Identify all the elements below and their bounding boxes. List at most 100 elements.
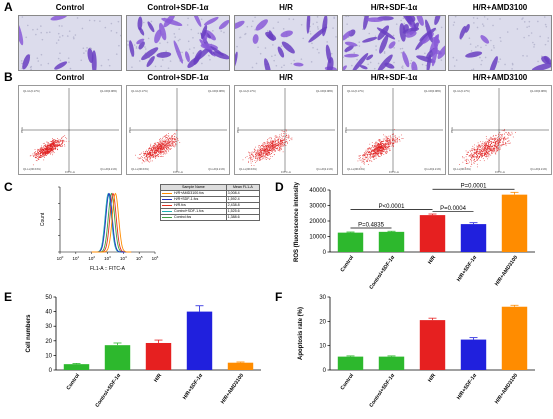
- event-dot: [481, 150, 482, 152]
- event-dot: [157, 149, 159, 151]
- event-dot: [370, 153, 372, 155]
- migrated-cell: [379, 34, 389, 54]
- flow-plot-control-svg: Q1-UL(0.17%) Q1-UR(0.98%)Q1-LL(96.64%) Q1-…: [20, 88, 119, 174]
- event-dot: [52, 154, 53, 156]
- event-dot: [39, 157, 41, 158]
- event-dot: [48, 145, 49, 147]
- pore-dot: [526, 55, 528, 57]
- event-dot: [46, 147, 47, 149]
- event-dot: [253, 151, 255, 153]
- event-dot: [379, 147, 381, 149]
- event-dot: [502, 144, 504, 146]
- event-dot: [155, 149, 157, 151]
- event-dot: [477, 151, 478, 153]
- event-dot: [158, 145, 160, 146]
- pore-dot: [68, 30, 71, 32]
- event-dot: [489, 141, 491, 143]
- event-dot: [361, 161, 363, 163]
- event-dot: [151, 151, 153, 153]
- event-dot: [378, 139, 380, 141]
- pore-dot: [316, 21, 318, 24]
- event-dot: [288, 135, 290, 137]
- event-dot: [393, 138, 395, 140]
- event-dot: [484, 144, 486, 146]
- pore-dot: [401, 65, 404, 67]
- event-dot: [401, 138, 403, 139]
- event-dot: [495, 150, 497, 151]
- event-dot: [142, 159, 143, 161]
- event-dot: [63, 135, 64, 137]
- event-dot: [262, 145, 264, 147]
- event-dot: [291, 139, 293, 141]
- event-dot: [471, 159, 473, 161]
- event-dot: [473, 155, 475, 157]
- event-dot: [373, 149, 374, 151]
- event-dot: [169, 145, 171, 147]
- event-dot: [281, 140, 283, 142]
- event-dot: [255, 153, 256, 155]
- event-dot: [264, 145, 266, 147]
- event-dot: [478, 153, 480, 155]
- event-dot: [370, 158, 371, 159]
- event-dot: [268, 154, 270, 156]
- event-dot: [66, 138, 68, 140]
- pore-dot: [476, 26, 479, 29]
- event-dot: [264, 158, 266, 160]
- event-dot: [488, 149, 490, 150]
- pore-dot: [282, 28, 285, 30]
- event-dot: [252, 159, 253, 161]
- event-dot: [497, 148, 499, 150]
- event-dot: [492, 152, 493, 154]
- pore-dot: [493, 46, 495, 49]
- event-dot: [147, 158, 149, 160]
- pore-dot: [333, 16, 335, 19]
- pore-dot: [107, 58, 110, 61]
- event-dot: [169, 137, 170, 139]
- event-dot: [470, 154, 472, 156]
- x-tick-label: 106: [152, 255, 159, 261]
- event-dot: [37, 152, 39, 154]
- pore-dot: [367, 63, 369, 66]
- event-dot: [163, 148, 165, 150]
- event-dot: [172, 141, 173, 143]
- event-dot: [284, 138, 286, 140]
- event-dot: [478, 145, 480, 146]
- event-dot: [378, 143, 379, 145]
- event-dot: [33, 155, 35, 157]
- event-dot: [377, 149, 379, 151]
- event-dot: [485, 151, 487, 153]
- event-dot: [143, 154, 144, 156]
- y-tick-label: 10000: [309, 235, 326, 241]
- pore-dot: [471, 69, 473, 70]
- event-dot: [383, 154, 385, 155]
- event-dot: [275, 145, 277, 147]
- event-dot: [459, 164, 460, 165]
- event-dot: [47, 153, 49, 155]
- event-dot: [485, 147, 487, 149]
- event-dot: [56, 142, 57, 143]
- pore-dot: [522, 54, 524, 57]
- event-dot: [470, 155, 472, 157]
- event-dot: [174, 144, 176, 146]
- event-dot: [248, 153, 250, 155]
- event-dot: [55, 144, 57, 145]
- event-dot: [148, 153, 150, 154]
- event-dot: [265, 154, 267, 156]
- migrated-cell: [22, 54, 31, 70]
- event-dot: [55, 147, 56, 148]
- event-dot: [257, 154, 259, 156]
- event-dot: [269, 137, 271, 138]
- event-dot: [49, 149, 51, 150]
- event-dot: [58, 142, 59, 143]
- event-dot: [368, 158, 370, 160]
- event-dot: [376, 150, 378, 152]
- event-dot: [385, 146, 386, 148]
- event-dot: [152, 154, 154, 155]
- event-dot: [35, 154, 36, 156]
- event-dot: [476, 149, 478, 150]
- event-dot: [268, 150, 270, 151]
- event-dot: [479, 152, 481, 153]
- event-dot: [472, 145, 474, 147]
- event-dot: [52, 149, 53, 150]
- pore-dot: [254, 16, 256, 19]
